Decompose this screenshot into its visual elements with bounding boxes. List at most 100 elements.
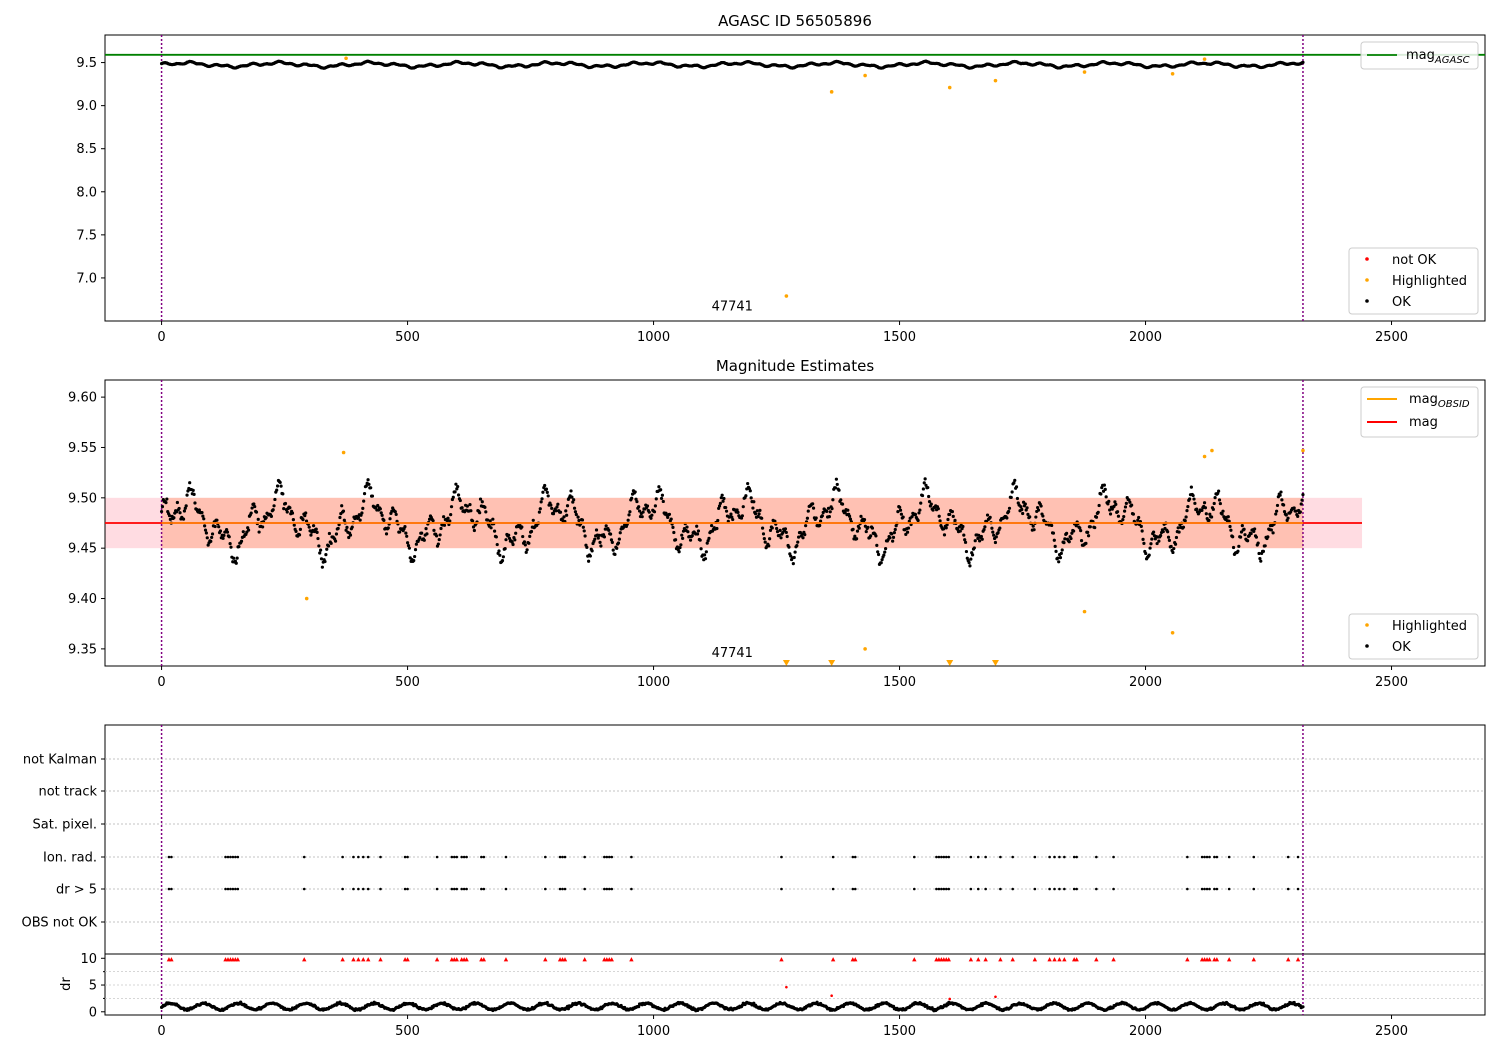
estimates-ok-point: [186, 489, 190, 493]
estimates-ok-point: [653, 504, 657, 508]
estimates-ok-point: [985, 513, 990, 517]
estimates-ok-point: [690, 534, 694, 538]
estimates-ok-point: [336, 526, 340, 531]
estimates-ok-point: [982, 527, 986, 532]
estimates-ok-point: [558, 510, 563, 514]
dr-outlier-point: [994, 995, 997, 999]
flag-event-marker: [851, 855, 855, 859]
estimates-xtick-label: 2000: [1129, 675, 1162, 690]
estimates-ok-point: [893, 527, 897, 532]
estimates-ok-point: [1217, 498, 1222, 502]
estimates-ok-point: [945, 523, 949, 527]
flag-event-marker: [603, 887, 606, 891]
flag-event-marker: [603, 855, 606, 859]
dr-clipped-marker: [1111, 957, 1116, 962]
estimates-ok-point: [1140, 529, 1144, 533]
flag-event-marker: [558, 855, 562, 859]
estimates-ok-point: [590, 549, 594, 553]
estimates-ok-point: [1086, 530, 1090, 534]
estimates-ok-point: [527, 541, 531, 545]
flag-event-marker: [947, 887, 951, 891]
estimates-ok-point: [899, 512, 904, 516]
estimates-ok-point: [685, 525, 689, 529]
estimates-ok-point: [647, 510, 651, 514]
dr-clipped-marker: [912, 957, 917, 962]
estimates-ok-point: [876, 552, 881, 557]
flag-row-label: OBS not OK: [22, 916, 98, 931]
estimates-ok-point: [717, 504, 722, 508]
estimates-ok-point: [1019, 505, 1023, 509]
estimates-ok-point: [279, 484, 283, 488]
estimates-ok-point: [540, 497, 544, 501]
estimates-ok-point: [1176, 526, 1180, 530]
estimates-ok-point: [831, 498, 835, 502]
estimates-ok-point: [202, 517, 206, 521]
estimates-ok-point: [1079, 529, 1083, 533]
estimates-ok-point: [1257, 551, 1261, 556]
flag-event-marker: [851, 887, 855, 891]
estimates-ok-point: [1252, 529, 1256, 533]
estimates-ok-point: [757, 512, 761, 516]
estimates-ok-point: [963, 540, 968, 544]
estimates-ok-point: [760, 516, 764, 520]
estimates-ok-point: [905, 530, 910, 534]
estimates-ok-point: [228, 542, 232, 546]
estimates-ok-point: [224, 527, 229, 532]
estimates-ok-point: [468, 502, 472, 507]
estimates-ok-point: [1058, 555, 1063, 560]
estimates-ok-point: [1136, 518, 1140, 522]
estimates-ok-point: [1128, 500, 1132, 504]
estimates-ok-point: [671, 525, 675, 529]
estimates-ok-point: [1063, 537, 1067, 541]
estimates-ok-point: [1261, 549, 1266, 554]
flag-event-marker: [1208, 855, 1211, 859]
estimates-ok-point: [1039, 504, 1043, 508]
estimates-ok-point: [736, 510, 740, 514]
estimates-ok-point: [264, 516, 268, 520]
estimates-ok-point: [628, 510, 632, 514]
estimates-ok-point: [1203, 506, 1208, 510]
estimates-ok-point: [304, 511, 308, 515]
estimates-ok-point: [1036, 505, 1040, 510]
estimates-ok-point: [1026, 512, 1030, 516]
dr-clipped-marker: [1251, 957, 1256, 962]
estimates-ok-point: [746, 481, 750, 486]
estimates-ok-point: [221, 536, 225, 540]
estimates-ok-point: [422, 538, 426, 542]
estimates-ok-point: [483, 505, 487, 510]
estimates-ok-point: [1065, 531, 1069, 536]
estimates-ok-point: [1161, 529, 1165, 534]
estimates-ok-point: [677, 550, 681, 554]
dr-clipped-marker: [1185, 957, 1190, 962]
estimates-ytick-label: 9.50: [68, 491, 97, 506]
flag-event-marker: [780, 855, 783, 859]
estimates-ok-point: [348, 533, 353, 537]
estimates-ok-point: [494, 535, 498, 539]
flag-event-marker: [482, 887, 486, 891]
estimates-ok-point: [1167, 538, 1172, 542]
estimates-ok-point: [1057, 560, 1061, 564]
flag-event-marker: [999, 887, 1002, 891]
estimates-ok-point: [1192, 497, 1196, 501]
estimates-ok-point: [870, 526, 875, 530]
estimates-ok-point: [366, 478, 370, 482]
estimates-title: Magnitude Estimates: [716, 357, 874, 375]
agasc-xtick-label: 0: [157, 330, 165, 345]
flag-event-marker: [558, 887, 562, 891]
estimates-ok-point: [942, 533, 947, 537]
estimates-ok-point: [851, 527, 855, 531]
estimates-ok-point: [724, 505, 728, 510]
dr-clipped-marker: [1032, 957, 1038, 962]
estimates-ok-point: [804, 524, 808, 528]
estimates-ok-point: [1056, 556, 1060, 560]
estimates-ok-point: [894, 524, 898, 528]
flag-event-marker: [1296, 855, 1300, 859]
legend-label-not-ok: not OK: [1392, 253, 1437, 268]
estimates-ok-point: [272, 504, 276, 508]
estimates-ok-point: [921, 487, 925, 491]
estimates-ok-point: [356, 515, 360, 520]
highlighted-point: [993, 78, 998, 83]
estimates-ok-point: [615, 546, 619, 550]
flag-event-marker: [561, 887, 564, 891]
highlighted-point: [304, 596, 309, 601]
